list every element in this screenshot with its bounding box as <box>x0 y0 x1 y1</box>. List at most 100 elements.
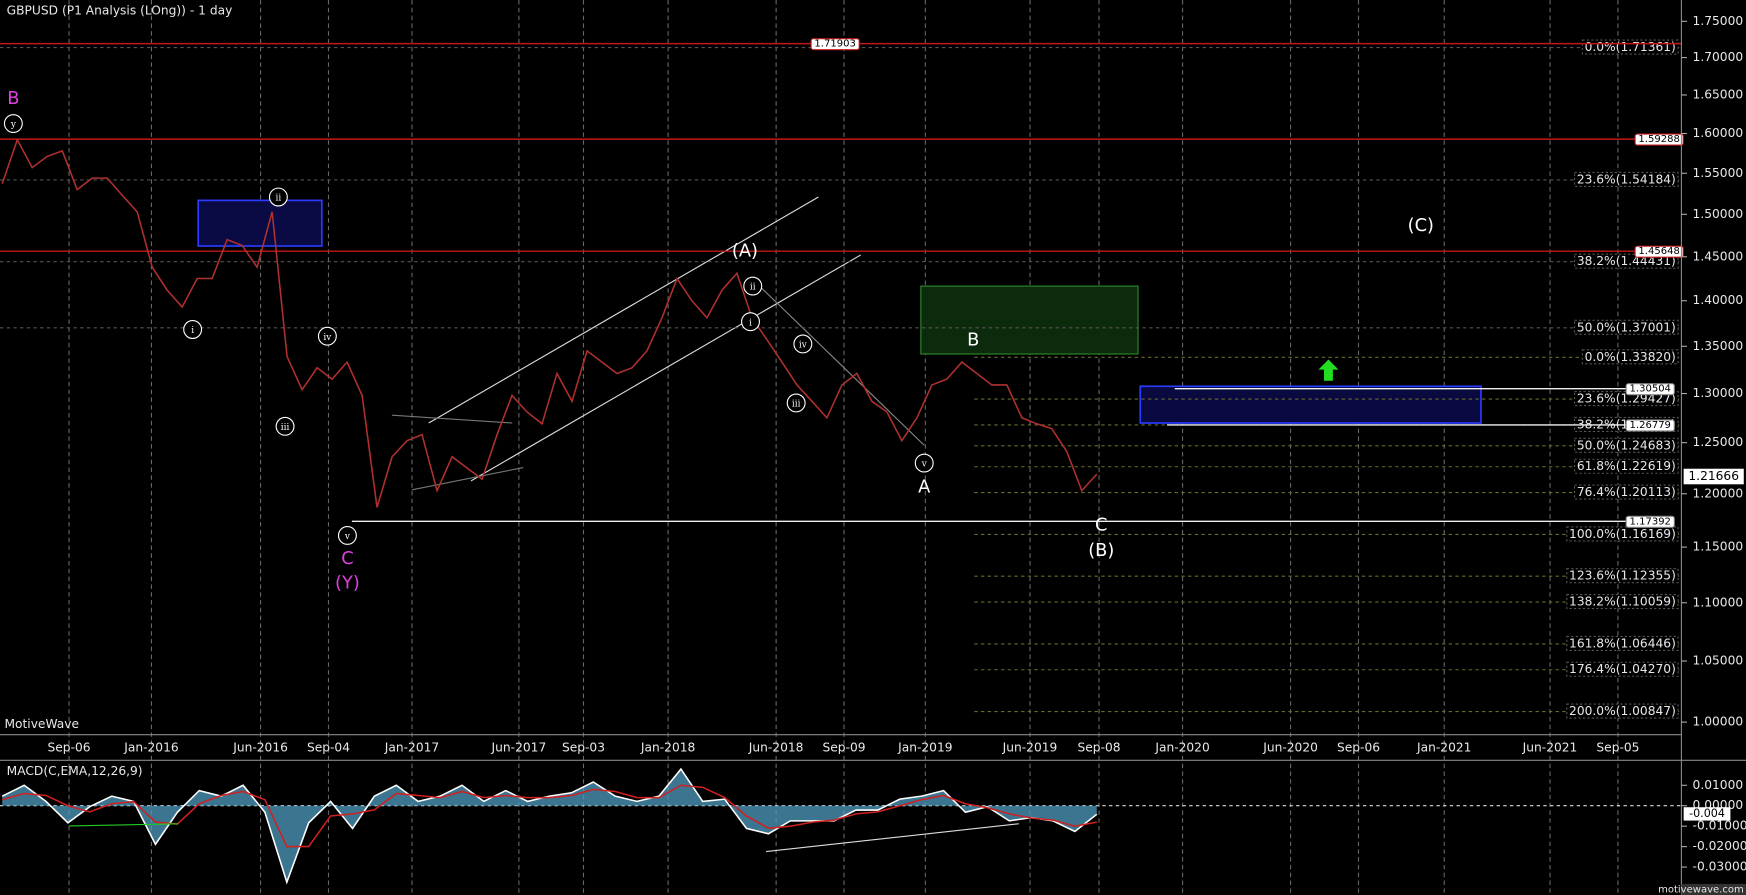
y-tick-label: 1.45000 <box>1693 249 1744 263</box>
fib-label: 76.4%(1.20113) <box>1577 485 1676 499</box>
wave-label: y <box>10 120 16 130</box>
x-tick-label: Jun-2020 <box>1262 741 1318 755</box>
x-tick-label: Jan-2020 <box>1154 741 1209 755</box>
wave-circle <box>317 326 337 346</box>
x-tick-label: Jan-2021 <box>1416 741 1471 755</box>
x-tick-label: Jun-2018 <box>748 741 804 755</box>
wave-label: iv <box>323 333 331 343</box>
trend-line <box>756 283 925 446</box>
fib-label-box <box>1581 349 1679 365</box>
x-tick-label: Sep-03 <box>562 741 605 755</box>
x-tick-label: Sep-04 <box>307 741 350 755</box>
y-tick-label: 1.30000 <box>1693 386 1744 400</box>
last-value-box <box>1683 807 1731 821</box>
wave-circle <box>743 276 763 296</box>
fib-label-box <box>1574 319 1679 335</box>
wave-circle <box>3 114 23 134</box>
fib-label: 176.4%(1.04270) <box>1569 662 1676 676</box>
wave-label: B <box>967 330 979 351</box>
levels: 0.0%(1.71361)23.6%(1.54184)38.2%(1.44431… <box>0 38 1684 719</box>
fib-label: 61.8%(1.22619) <box>1577 459 1676 473</box>
y-tick-label: -0.01000 <box>1693 819 1746 833</box>
level-label: 1.45648 <box>1638 246 1679 257</box>
y-tick-label: 1.25000 <box>1693 435 1744 449</box>
y-tick-label: 1.75000 <box>1693 14 1744 28</box>
y-tick-label: 1.35000 <box>1693 339 1744 353</box>
last-price-box <box>1683 468 1744 485</box>
series-line <box>1 767 1098 885</box>
x-tick-label: Jan-2019 <box>897 741 952 755</box>
wave-label: iii <box>281 423 290 433</box>
y-tick-label: -0.02000 <box>1693 839 1746 853</box>
y-tick-label: 1.70000 <box>1693 50 1744 64</box>
series-line <box>1 137 1098 508</box>
wave-circle <box>741 312 760 332</box>
x-tick-label: Jan-2017 <box>384 741 439 755</box>
x-tick-label: Jun-2016 <box>232 741 288 755</box>
x-tick-label: Sep-06 <box>1337 741 1380 755</box>
y-tick-label: 1.10000 <box>1693 595 1744 609</box>
trend-line <box>766 823 1019 853</box>
wave-label: ii <box>276 194 282 204</box>
wave-label: B <box>7 88 19 109</box>
axes: Sep-06 Jan-2016 Jun-2016 Sep-04 Jan-2017 Jun-… <box>48 14 1746 874</box>
level-label: 1.30504 <box>1630 384 1671 395</box>
footer-bg <box>1681 883 1746 895</box>
wave-circle <box>793 334 813 354</box>
wave-label: C <box>1095 514 1107 535</box>
watermark: MotiveWave <box>4 717 79 731</box>
y-tick-label: 1.55000 <box>1693 166 1744 180</box>
y-tick-label: 0.01000 <box>1693 778 1744 792</box>
wave-circle <box>914 453 934 473</box>
fib-label-box <box>1566 568 1679 584</box>
y-tick-label: 1.60000 <box>1693 126 1744 140</box>
fib-label: 0.0%(1.33820) <box>1585 350 1676 364</box>
y-tick-label: 1.50000 <box>1693 207 1744 221</box>
wave-label: i <box>191 326 194 336</box>
x-tick-label: Jun-2017 <box>491 741 547 755</box>
level-label: 1.17392 <box>1630 516 1671 527</box>
wave-label: iv <box>799 341 807 351</box>
wave-label: v <box>921 460 927 470</box>
y-tick-label: 1.65000 <box>1693 87 1744 101</box>
fib-label: 200.0%(1.00847) <box>1569 704 1676 718</box>
target-box <box>197 199 323 247</box>
wave-label: (C) <box>1408 215 1434 236</box>
fib-label-box <box>1566 594 1679 610</box>
wave-circle <box>268 187 288 207</box>
y-tick-label: 1.05000 <box>1693 654 1744 668</box>
wave-label: A <box>918 477 931 498</box>
x-tick-label: Jan-2016 <box>123 741 179 755</box>
x-tick-label: Sep-09 <box>823 741 866 755</box>
wave-label: iii <box>792 400 801 410</box>
trend-line <box>411 466 524 491</box>
level-label: 1.71903 <box>814 39 855 50</box>
x-tick-label: Jun-2019 <box>1002 741 1058 755</box>
wave-label: v <box>344 532 350 542</box>
fib-label: 0.0%(1.71361) <box>1585 40 1676 54</box>
y-tick-label: 1.00000 <box>1693 715 1744 729</box>
fib-label-box <box>1574 484 1679 500</box>
fib-label: 100.0%(1.16169) <box>1569 527 1676 541</box>
chart-title: GBPUSD (P1 Analysis (LOng)) - 1 day <box>7 4 233 18</box>
fib-label-box <box>1566 661 1679 677</box>
level-label-box <box>1625 515 1675 528</box>
wave-label: (A) <box>732 241 758 262</box>
wave-circle <box>786 393 806 413</box>
last-price: 1.21666 <box>1688 469 1739 483</box>
y-tick-label: 1.15000 <box>1693 540 1744 554</box>
fib-label: 23.6%(1.54184) <box>1577 172 1676 186</box>
channel-line <box>428 196 819 424</box>
y-tick-label: 1.20000 <box>1693 486 1744 500</box>
level-label-box <box>1634 245 1684 258</box>
plot <box>1 137 1098 885</box>
target-box <box>1139 385 1482 424</box>
fib-label: 138.2%(1.10059) <box>1569 595 1676 609</box>
wave-label: i <box>749 318 752 328</box>
channel-line <box>470 254 862 482</box>
fib-label: 50.0%(1.37001) <box>1577 320 1676 334</box>
level-label-box <box>1625 419 1675 432</box>
